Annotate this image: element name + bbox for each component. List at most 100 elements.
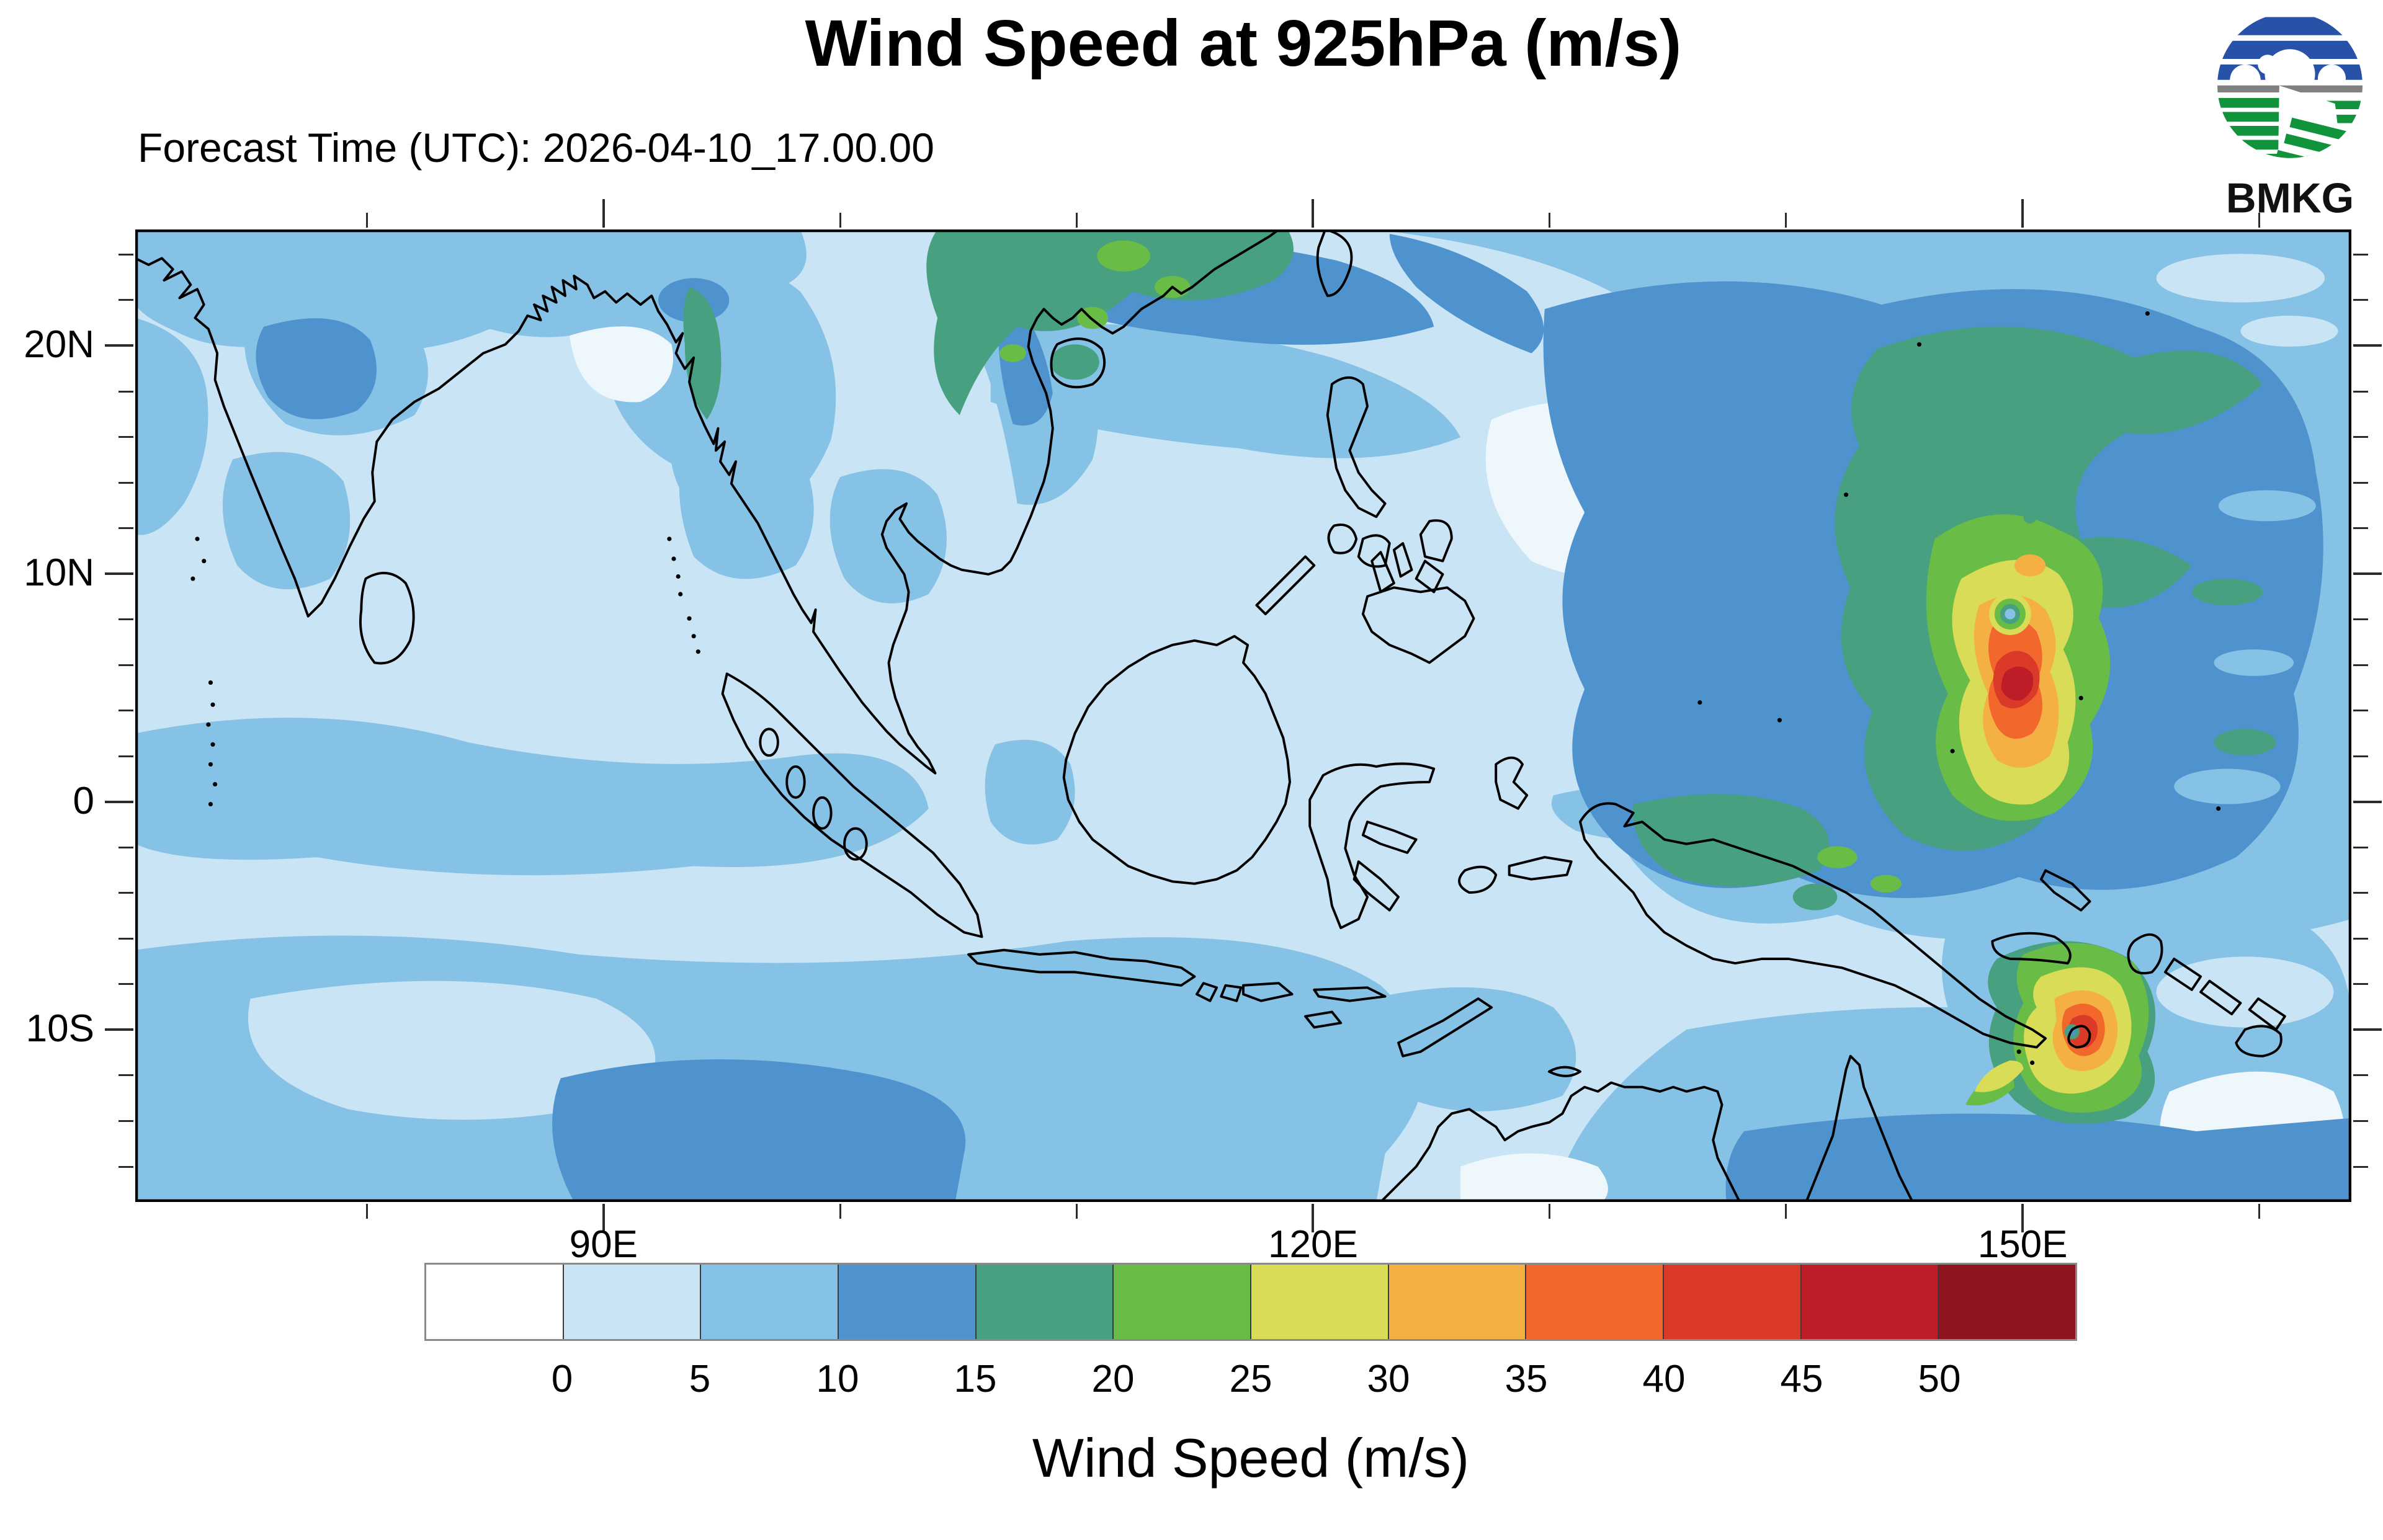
axis-tick-minor [118,892,133,894]
wind-speed-region [1097,240,1150,272]
map-svg [135,229,2351,1202]
axis-tick-minor [2353,937,2368,940]
lat-tick-label: 0 [73,779,94,822]
axis-tick-minor [2353,481,2368,484]
coastline-path [1242,982,1294,1002]
coastline-path [1397,997,1493,1057]
wind-speed-region [2023,510,2037,523]
axis-tick-minor [1075,213,1078,228]
coastline-path [1495,756,1529,810]
island-dot [1916,342,1922,347]
coastline-path [1316,229,1353,297]
wind-speed-region [2174,768,2281,804]
wind-speed-region [999,344,1026,362]
lon-tick-label: 150E [1977,1223,2068,1266]
coastline-path [1327,523,1358,554]
axis-tick-major [1312,199,1315,228]
wind-speed-region [2001,666,2034,701]
axis-tick-minor [366,1204,369,1219]
coastline-path [1220,984,1243,1002]
axis-tick-minor [2353,299,2368,301]
colorbar-tick-label: 30 [1367,1358,1410,1400]
wind-speed-region [1725,1113,2351,1202]
coastline-path [1419,519,1453,563]
wind-speed-region [1633,794,1830,887]
wind-speed-region [2240,315,2338,347]
wind-speed-region [1389,234,1544,354]
wind-speed-region [829,469,947,603]
axis-tick-minor [118,390,133,393]
axis-tick-minor [118,710,133,712]
island-dot [210,742,215,747]
island-dot [1844,492,1849,497]
coastline-path [1458,865,1498,894]
coastline-path [1392,542,1413,578]
wind-speed-region [2014,554,2046,577]
coastline-path [1547,1066,1581,1077]
island-dot [671,556,676,561]
axis-tick-minor [2353,1074,2368,1077]
axis-tick-minor [2353,710,2368,712]
wind-speed-region [2005,608,2016,620]
island-dot [2145,311,2150,316]
axis-tick-minor [2258,213,2260,228]
coastline-path [1308,762,1436,930]
wind-speed-region [1367,987,1576,1111]
island-dot [676,574,681,579]
wind-speed-region [2218,490,2316,522]
coastline-path [1304,1010,1343,1029]
axis-tick-major [602,199,605,228]
island-dot [195,536,200,541]
wind-speed-region [2214,649,2294,676]
axis-tick-minor [118,664,133,666]
coastline-path [1255,555,1316,616]
axis-tick-minor [118,481,133,484]
axis-tick-minor [2353,253,2368,256]
coastline-path [812,796,833,830]
island-dot [1697,700,1702,705]
coastline-path [2039,869,2091,912]
colorbar-tick-label: 20 [1091,1358,1135,1400]
axis-tick-minor [118,937,133,940]
wind-speed-region [679,429,814,579]
island-dot [190,576,195,581]
axis-tick-major [2353,1028,2382,1031]
coastline-path [135,229,1280,775]
island-dot [206,722,211,727]
axis-tick-minor [118,618,133,621]
colorbar-cell [838,1265,975,1339]
axis-tick-minor [2353,390,2368,393]
island-dot [678,592,683,597]
wind-speed-region [135,318,208,535]
lat-tick-label: 20N [24,323,94,367]
axis-tick-minor [118,846,133,848]
colorbar-cell [426,1265,563,1339]
coastline-path [1991,932,2072,965]
wind-speed-region [1870,875,1902,893]
colorbar-tick-label: 10 [816,1358,859,1400]
axis-tick-minor [1549,213,1551,228]
coastline-path [2199,979,2242,1016]
coastline-path [967,948,1196,987]
axis-tick-minor [2353,755,2368,757]
axis-tick-minor [2353,1165,2368,1168]
axis-tick-minor [366,213,369,228]
lon-tick-label: 90E [569,1223,638,1266]
axis-tick-major [2021,1204,2024,1232]
axis-tick-minor [118,1119,133,1122]
map-panel [135,229,2351,1202]
map-frame [135,229,2351,1202]
colorbar-tick-label: 15 [954,1358,997,1400]
coastline-path [359,571,415,665]
colorbar-cell [1250,1265,1388,1339]
colorbar-cell [975,1265,1113,1339]
axis-tick-major [2353,344,2382,347]
island-dot [208,680,213,685]
axis-tick-minor [2258,1204,2260,1219]
coastline-path [1578,802,2047,1049]
axis-tick-major [2353,800,2382,803]
coastline-path [1508,856,1573,881]
island-dot [213,781,218,787]
axis-tick-minor [118,527,133,530]
colorbar-caption: Wind Speed (m/s) [1032,1427,1470,1489]
